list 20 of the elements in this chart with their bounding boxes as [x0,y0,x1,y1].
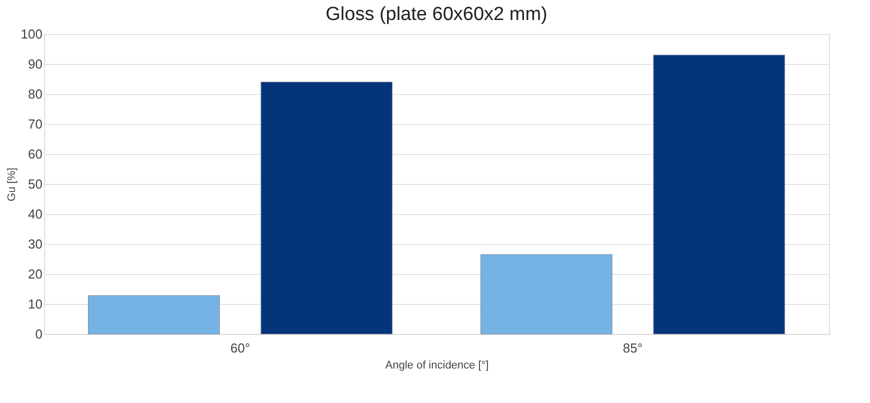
bar [480,254,612,334]
y-tick-label: 70 [28,116,42,132]
chart-title: Gloss (plate 60x60x2 mm) [326,4,548,25]
bar [653,54,786,334]
y-axis-title: Gu [%] [6,168,18,202]
x-tick-label: 85° [622,340,643,356]
x-axis-title: Angle of incidence [°] [385,360,489,372]
y-tick-label: 30 [28,236,42,252]
y-tick-label: 50 [28,176,42,192]
y-tick-label: 0 [35,326,42,342]
y-tick-label: 40 [28,206,42,222]
x-tick-label: 60° [230,340,250,356]
y-tick-label: 20 [28,266,42,282]
bar [88,295,220,334]
y-tick-label: 10 [28,296,42,312]
y-tick-label: 60 [28,146,42,162]
y-tick-label: 90 [28,56,42,72]
y-tick-label: 100 [20,26,42,42]
bar [260,82,393,334]
y-tick-label: 80 [28,86,42,102]
